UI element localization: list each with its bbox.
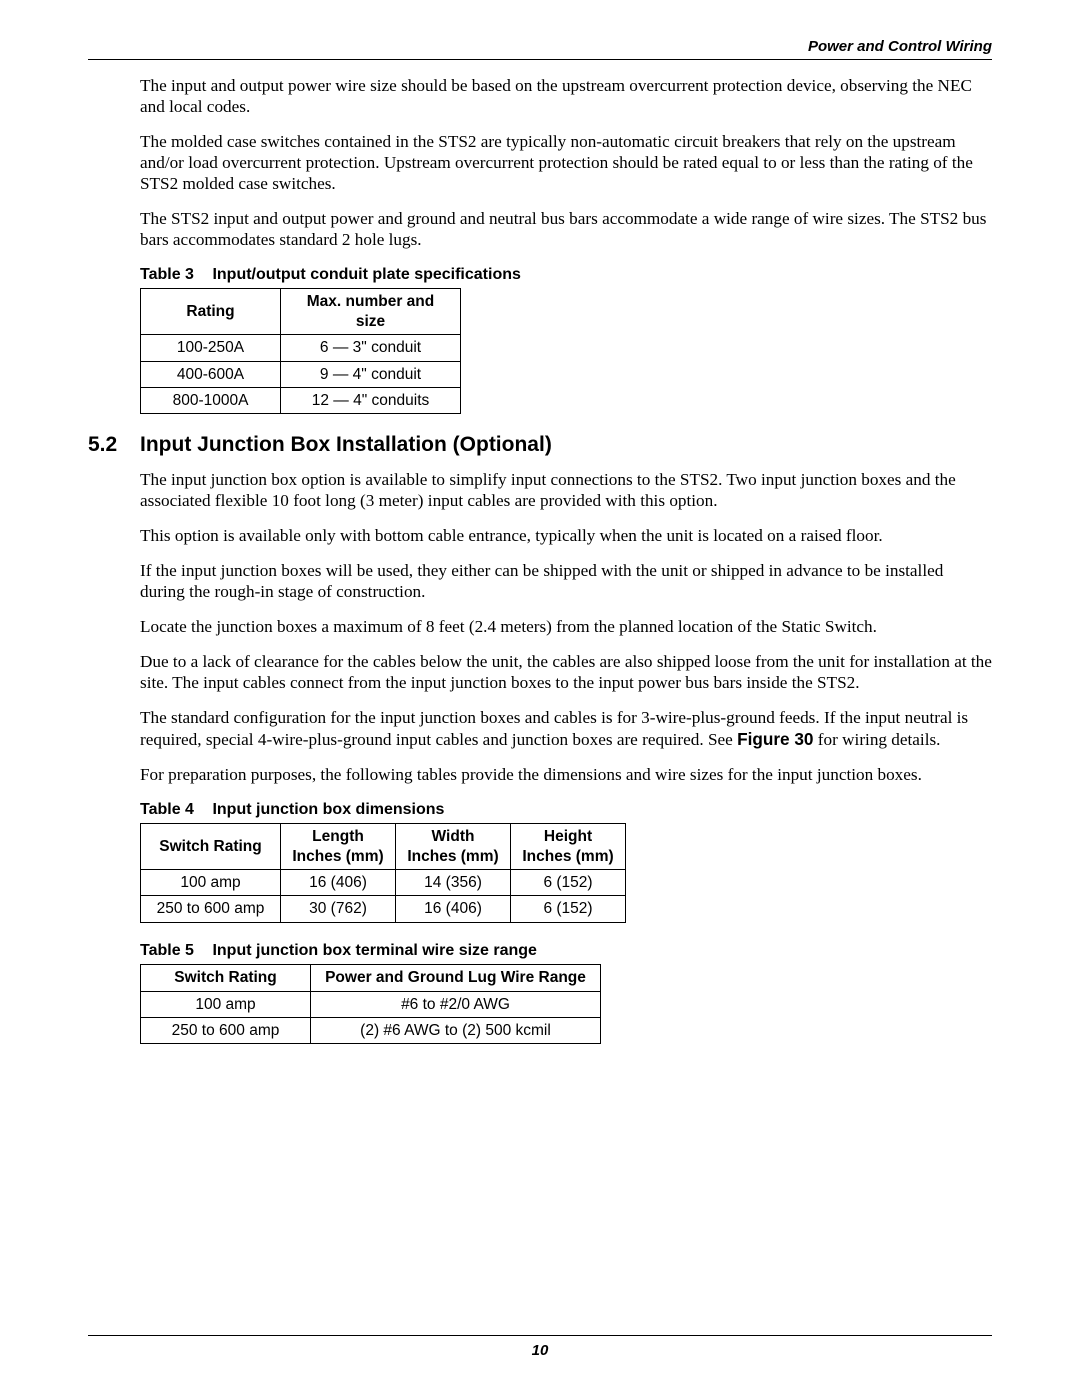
body-paragraph: This option is available only with botto… — [140, 526, 992, 547]
table-title: Input/output conduit plate specification… — [212, 266, 520, 283]
body-paragraph: The standard configuration for the input… — [140, 708, 992, 751]
body-paragraph: The input and output power wire size sho… — [140, 76, 992, 118]
table-cell: 800-1000A — [141, 387, 281, 413]
table-cell: 30 (762) — [281, 896, 396, 922]
table-row: 400-600A 9 — 4" conduit — [141, 361, 461, 387]
body-paragraph: If the input junction boxes will be used… — [140, 561, 992, 603]
table-header-row: Switch Rating LengthInches (mm) WidthInc… — [141, 824, 626, 870]
table-cell: 6 (152) — [511, 896, 626, 922]
table-header: Rating — [141, 289, 281, 335]
table-cell: 6 — 3" conduit — [281, 335, 461, 361]
section-title: Input Junction Box Installation (Optiona… — [140, 432, 552, 458]
table-cell: 250 to 600 amp — [141, 1018, 311, 1044]
body-paragraph: Locate the junction boxes a maximum of 8… — [140, 617, 992, 638]
body-paragraph: The molded case switches contained in th… — [140, 132, 992, 195]
section-number: 5.2 — [88, 432, 140, 458]
table-header: WidthInches (mm) — [396, 824, 511, 870]
section-heading: 5.2 Input Junction Box Installation (Opt… — [140, 432, 992, 458]
running-header: Power and Control Wiring — [88, 38, 992, 59]
table-header-row: Rating Max. number and size — [141, 289, 461, 335]
table-row: 250 to 600 amp (2) #6 AWG to (2) 500 kcm… — [141, 1018, 601, 1044]
table-header: Switch Rating — [141, 965, 311, 991]
table-row: 800-1000A 12 — 4" conduits — [141, 387, 461, 413]
table-row: 250 to 600 amp 30 (762) 16 (406) 6 (152) — [141, 896, 626, 922]
table-label: Table 3 — [140, 265, 208, 285]
table-cell: (2) #6 AWG to (2) 500 kcmil — [311, 1018, 601, 1044]
table-row: 100 amp 16 (406) 14 (356) 6 (152) — [141, 869, 626, 895]
table-caption: Table 5 Input junction box terminal wire… — [140, 941, 992, 961]
table-cell: 16 (406) — [396, 896, 511, 922]
page-number: 10 — [88, 1342, 992, 1359]
table-header: LengthInches (mm) — [281, 824, 396, 870]
table-cell: 14 (356) — [396, 869, 511, 895]
table-title: Input junction box dimensions — [212, 801, 444, 818]
table-header: Power and Ground Lug Wire Range — [311, 965, 601, 991]
table-row: 100-250A 6 — 3" conduit — [141, 335, 461, 361]
table-cell: 6 (152) — [511, 869, 626, 895]
table-cell: 16 (406) — [281, 869, 396, 895]
table-title: Input junction box terminal wire size ra… — [212, 942, 537, 959]
table-header: Switch Rating — [141, 824, 281, 870]
table-label: Table 5 — [140, 941, 208, 961]
table-header: Max. number and size — [281, 289, 461, 335]
table-junction-box-dimensions: Switch Rating LengthInches (mm) WidthInc… — [140, 823, 626, 923]
table-conduit-specs: Rating Max. number and size 100-250A 6 —… — [140, 288, 461, 414]
body-paragraph: Due to a lack of clearance for the cable… — [140, 652, 992, 694]
table-label: Table 4 — [140, 800, 208, 820]
table-caption: Table 4 Input junction box dimensions — [140, 800, 992, 820]
table-cell: 12 — 4" conduits — [281, 387, 461, 413]
body-paragraph: The input junction box option is availab… — [140, 470, 992, 512]
table-caption: Table 3 Input/output conduit plate speci… — [140, 265, 992, 285]
table-cell: 250 to 600 amp — [141, 896, 281, 922]
table-cell: 400-600A — [141, 361, 281, 387]
top-rule — [88, 59, 992, 60]
body-paragraph: For preparation purposes, the following … — [140, 765, 992, 786]
text-run: for wiring details. — [814, 730, 941, 749]
content: The input and output power wire size sho… — [88, 76, 992, 1044]
body-paragraph: The STS2 input and output power and grou… — [140, 209, 992, 251]
table-cell: 100 amp — [141, 991, 311, 1017]
table-terminal-wire-size: Switch Rating Power and Ground Lug Wire … — [140, 964, 601, 1044]
figure-reference: Figure 30 — [737, 729, 813, 749]
table-cell: 100 amp — [141, 869, 281, 895]
table-cell: 9 — 4" conduit — [281, 361, 461, 387]
footer: 10 — [88, 1335, 992, 1359]
table-cell: #6 to #2/0 AWG — [311, 991, 601, 1017]
table-header-row: Switch Rating Power and Ground Lug Wire … — [141, 965, 601, 991]
table-header: HeightInches (mm) — [511, 824, 626, 870]
table-row: 100 amp #6 to #2/0 AWG — [141, 991, 601, 1017]
bottom-rule — [88, 1335, 992, 1336]
table-cell: 100-250A — [141, 335, 281, 361]
page: Power and Control Wiring The input and o… — [88, 38, 992, 1359]
